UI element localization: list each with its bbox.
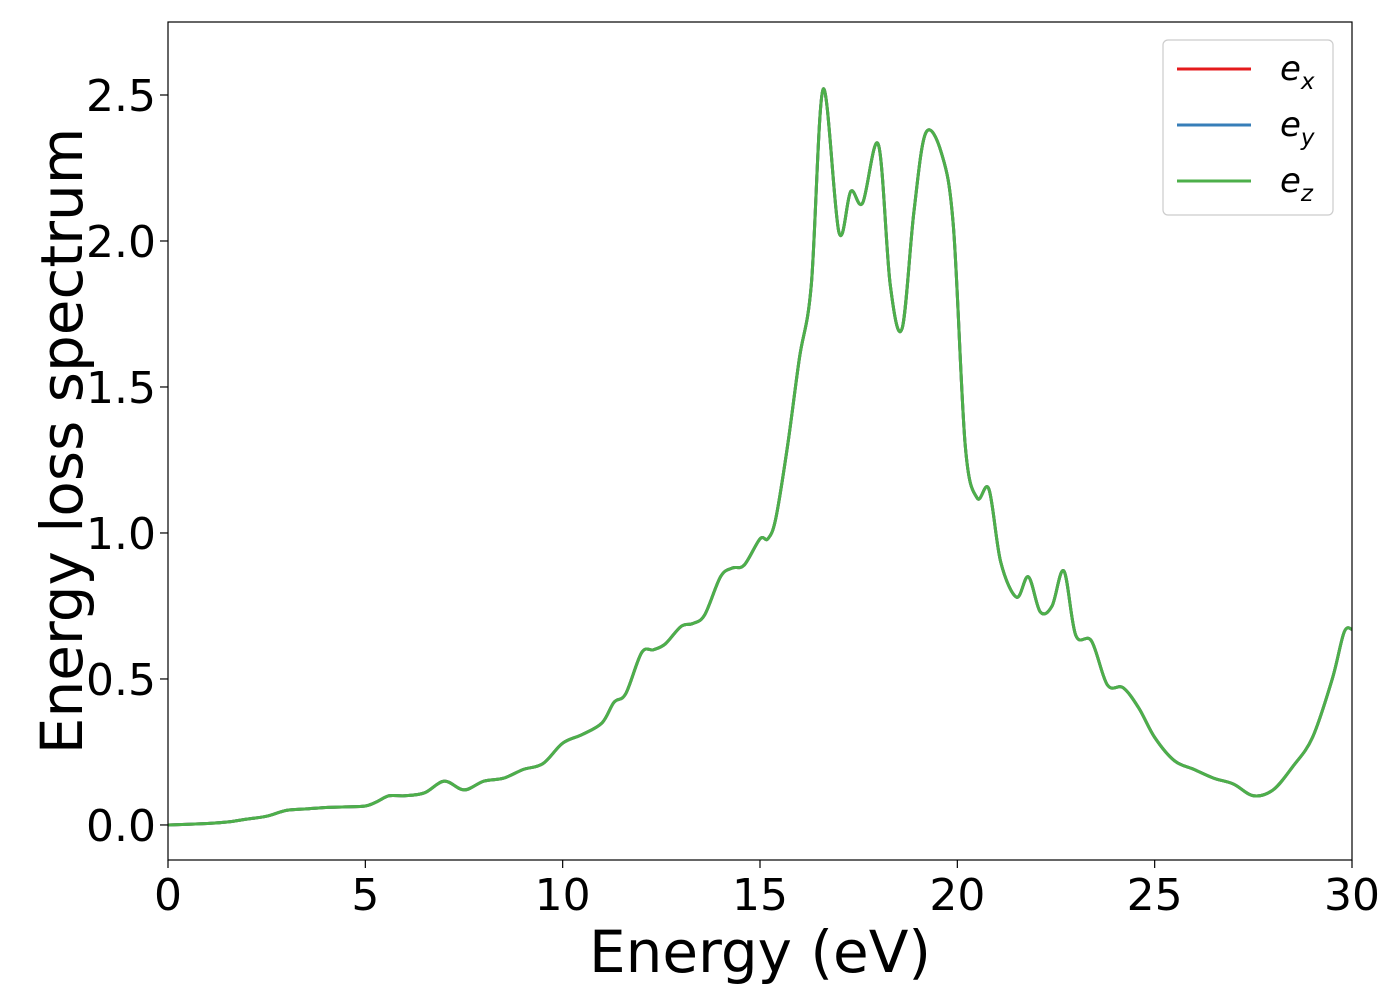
legend-label-base: e [1280, 161, 1301, 201]
y-tick-label: 1.5 [86, 363, 156, 414]
legend-item-x: ex [1177, 49, 1315, 95]
y-tick-label: 1.0 [86, 509, 156, 560]
x-tick-label: 0 [154, 870, 182, 921]
legend-item-y: ey [1177, 105, 1315, 151]
legend-label-base: e [1280, 105, 1301, 145]
x-tick-label: 15 [732, 870, 788, 921]
legend-label-subscript: x [1300, 69, 1315, 95]
x-axis-title: Energy (eV) [589, 918, 931, 986]
legend-box [1162, 39, 1334, 216]
legend-label: ez [1280, 161, 1314, 207]
legend-label-subscript: y [1300, 125, 1315, 151]
x-tick-label: 25 [1127, 870, 1183, 921]
series-line-z [168, 87, 1352, 827]
y-tick-label: 2.0 [86, 217, 156, 268]
legend-item-z: ez [1177, 161, 1314, 207]
x-tick-label: 5 [351, 870, 379, 921]
x-tick-label: 30 [1324, 870, 1380, 921]
y-axis: 0.0 0.5 1.0 1.5 2.0 2.5 [86, 71, 168, 852]
x-tick-label: 10 [535, 870, 591, 921]
x-axis: 0 5 10 15 20 25 30 [154, 860, 1380, 921]
y-tick-label: 0.0 [86, 801, 156, 852]
legend-label: ex [1280, 49, 1315, 95]
y-tick-label: 2.5 [86, 71, 156, 122]
series-layer [168, 87, 1352, 827]
y-tick-label: 0.5 [86, 655, 156, 706]
legend-label: ey [1280, 105, 1315, 151]
legend-label-subscript: z [1300, 181, 1314, 207]
legend-label-base: e [1280, 49, 1301, 89]
x-tick-label: 20 [929, 870, 985, 921]
y-axis-title: Energy loss spectrum [28, 128, 96, 754]
